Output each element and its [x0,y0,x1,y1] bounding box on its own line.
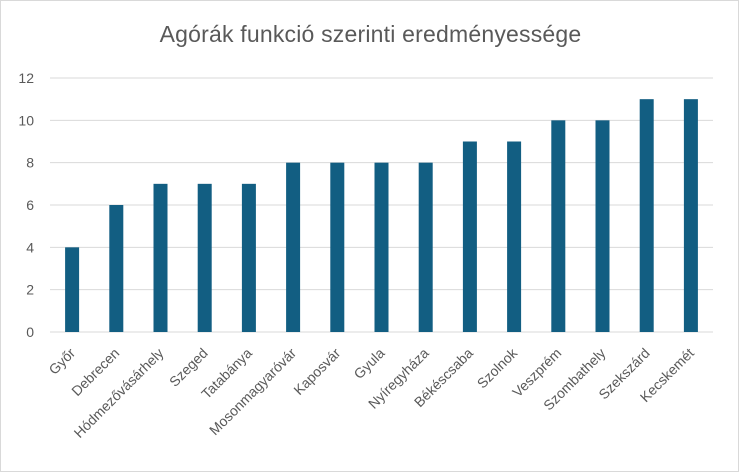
bar [374,162,389,332]
x-tick-label: Szeged [166,345,211,390]
y-tick-label: 2 [26,282,34,298]
bar [330,162,345,332]
y-axis-ticks: 0 2 4 6 8 10 12 [18,70,34,340]
bar [683,99,698,333]
bar [462,141,477,332]
bar [595,120,610,332]
bar [286,162,301,332]
bar [197,183,212,332]
bars [65,99,698,333]
chart-title: Agórák funkció szerinti eredményessége [159,21,582,47]
y-tick-label: 12 [18,70,34,86]
bar [639,99,654,333]
bar [507,141,522,332]
bar [551,120,566,332]
x-tick-label: Győr [45,345,78,378]
bar [153,183,168,332]
x-tick-label: Kaposvár [290,345,343,398]
y-tick-label: 6 [26,197,34,213]
y-tick-label: 0 [26,324,34,340]
x-tick-label: Gyula [350,345,387,382]
bar [65,247,80,332]
bar [109,205,124,332]
x-tick-label: Mosonmagyaróvár [206,345,300,439]
y-tick-label: 4 [26,239,34,255]
bar [241,183,256,332]
y-tick-label: 10 [18,112,34,128]
y-tick-label: 8 [26,155,34,171]
bar [418,162,433,332]
